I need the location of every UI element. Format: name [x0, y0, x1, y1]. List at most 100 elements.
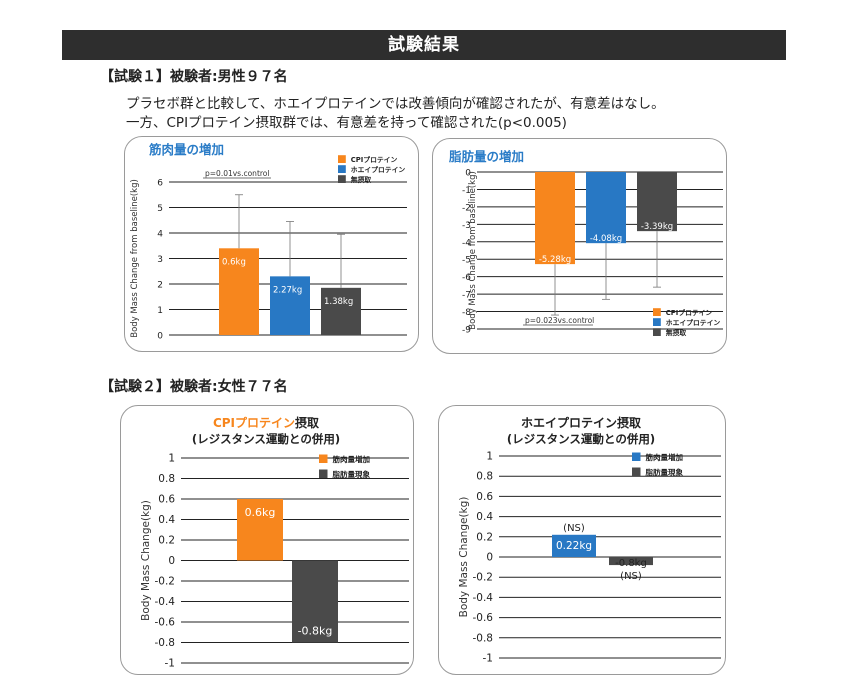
- y-tick-label: 0: [486, 552, 493, 564]
- y-tick-label: -8: [462, 308, 471, 318]
- chart-title-suffix: 摂取: [295, 415, 319, 430]
- bar: [552, 534, 596, 557]
- y-tick-label: -1: [462, 186, 471, 196]
- data-label: 0.22kg: [556, 540, 592, 552]
- bar: [637, 172, 677, 232]
- y-tick-label: -0.2: [473, 572, 494, 584]
- exp1-desc-line2: 一方、CPIプロテイン摂取群では、有意差を持って確認された(p<0.005): [126, 115, 567, 131]
- chart-subtitle: (レジスタンス運動との併用): [192, 432, 340, 446]
- legend-label: 脂肪量現象: [332, 469, 371, 479]
- legend-swatch: [632, 452, 641, 461]
- chart-title: CPIプロテイン摂取: [213, 415, 319, 430]
- y-tick-label: -5: [462, 256, 471, 266]
- legend-swatch: [319, 454, 328, 463]
- y-tick-label: 0.4: [158, 514, 175, 526]
- y-tick-label: 1: [157, 306, 163, 316]
- y-tick-label: 4: [157, 230, 163, 240]
- cpi-chart-panel: CPIプロテイン摂取 (レジスタンス運動との併用) Body Mass Change…: [120, 405, 414, 675]
- data-label: -3.39kg: [641, 222, 673, 232]
- muscle-chart-panel: 筋肉量の増加 Body Mass Change from baseline(kg)…: [124, 136, 419, 352]
- annotation-text: p=0.01vs.control: [205, 169, 269, 178]
- data-label: -0.8kg: [615, 558, 647, 569]
- y-axis-label: Body Mass Change(kg): [140, 500, 152, 621]
- legend-label: CPIプロテイン: [666, 308, 713, 317]
- y-tick-label: 0.2: [158, 535, 175, 547]
- legend-label: ホエイプロテイン: [666, 318, 721, 327]
- y-tick-label: -2: [462, 203, 471, 213]
- legend-label: 無摂取: [351, 175, 372, 184]
- legend-label: 無摂取: [666, 328, 687, 337]
- data-label: 0.6kg: [222, 257, 246, 267]
- y-tick-label: -7: [462, 291, 471, 301]
- legend-swatch: [653, 308, 661, 316]
- y-tick-label: 0.2: [476, 531, 493, 543]
- y-tick-label: 0.8: [476, 471, 493, 483]
- chart-title: ホエイプロテイン摂取: [521, 415, 641, 430]
- y-tick-label: 0: [465, 169, 471, 179]
- exp1-desc-line1: プラセボ群と比較して、ホエイプロテインでは改善傾向が確認されたが、有意差はなし。: [126, 96, 665, 112]
- y-tick-label: -0.6: [473, 612, 494, 624]
- legend-swatch: [338, 155, 346, 163]
- bar: [535, 172, 575, 265]
- significance-note: (NS): [563, 523, 585, 534]
- data-label: 1.38kg: [324, 297, 353, 307]
- data-label: 0.6kg: [245, 506, 276, 519]
- y-tick-label: 3: [157, 255, 163, 265]
- cpi-chart: CPIプロテイン摂取 (レジスタンス運動との併用) Body Mass Change…: [140, 415, 409, 670]
- annotation-text: p=0.023vs.control: [525, 316, 594, 325]
- exp2-title: 【試験２】被験者:女性７７名: [100, 379, 288, 395]
- y-tick-label: 6: [157, 179, 163, 189]
- y-tick-label: 0.8: [158, 473, 175, 485]
- legend-swatch: [653, 328, 661, 336]
- y-tick-label: -0.4: [473, 592, 494, 604]
- y-tick-label: 0.6: [476, 491, 493, 503]
- fat-chart: 脂肪量の増加 Body Mass Change from baseline(kg)…: [448, 149, 723, 337]
- bar: [237, 499, 283, 561]
- data-label: 2.27kg: [273, 285, 302, 295]
- legend-label: ホエイプロテイン: [351, 165, 406, 174]
- bar: [219, 248, 259, 335]
- legend-swatch: [632, 467, 641, 476]
- legend-swatch: [653, 318, 661, 326]
- y-tick-label: -0.4: [155, 596, 176, 608]
- legend-swatch: [319, 469, 328, 478]
- y-tick-label: 5: [157, 204, 163, 214]
- legend-label: 筋肉量増加: [333, 454, 371, 464]
- legend-swatch: [338, 175, 346, 183]
- chart-title: 脂肪量の増加: [448, 149, 524, 164]
- exp1-title: 【試験１】被験者:男性９７名: [100, 69, 288, 85]
- legend-label: 脂肪量現象: [645, 467, 684, 477]
- y-tick-label: -0.2: [155, 576, 176, 588]
- y-tick-label: -0.6: [155, 617, 176, 629]
- chart-subtitle: (レジスタンス運動との併用): [507, 432, 655, 446]
- whey-chart: ホエイプロテイン摂取 (レジスタンス運動との併用) Body Mass Change…: [458, 415, 721, 665]
- data-label: -5.28kg: [539, 255, 571, 265]
- y-tick-label: -1: [483, 653, 493, 665]
- y-tick-label: 0.4: [476, 511, 493, 523]
- bar: [586, 172, 626, 244]
- y-tick-label: -9: [462, 326, 471, 336]
- y-tick-label: 1: [168, 453, 175, 465]
- fat-chart-panel: 脂肪量の増加 Body Mass Change from baseline(kg)…: [432, 138, 727, 354]
- y-tick-label: 0.6: [158, 494, 175, 506]
- y-tick-label: 2: [157, 281, 163, 291]
- results-banner: 試験結果: [62, 30, 786, 60]
- bar: [609, 557, 653, 566]
- y-tick-label: 1: [486, 451, 493, 463]
- y-tick-label: -6: [462, 273, 471, 283]
- y-tick-label: -3: [462, 221, 471, 231]
- data-label: -4.08kg: [590, 234, 622, 244]
- bar: [270, 276, 310, 335]
- y-axis-label: Body Mass Change from baseline(kg): [130, 179, 140, 338]
- chart-title-highlight: CPIプロテイン: [213, 415, 295, 430]
- y-tick-label: -0.8: [473, 632, 494, 644]
- y-tick-label: -4: [462, 238, 471, 248]
- bar: [292, 560, 338, 643]
- muscle-chart: 筋肉量の増加 Body Mass Change from baseline(kg)…: [130, 142, 407, 342]
- whey-chart-panel: ホエイプロテイン摂取 (レジスタンス運動との併用) Body Mass Change…: [438, 405, 726, 675]
- y-tick-label: 0: [157, 332, 163, 342]
- y-tick-label: -0.8: [155, 637, 176, 649]
- data-label: -0.8kg: [298, 625, 333, 638]
- y-tick-label: 0: [168, 555, 175, 567]
- y-axis-label: Body Mass Change from baseline(kg): [468, 171, 478, 330]
